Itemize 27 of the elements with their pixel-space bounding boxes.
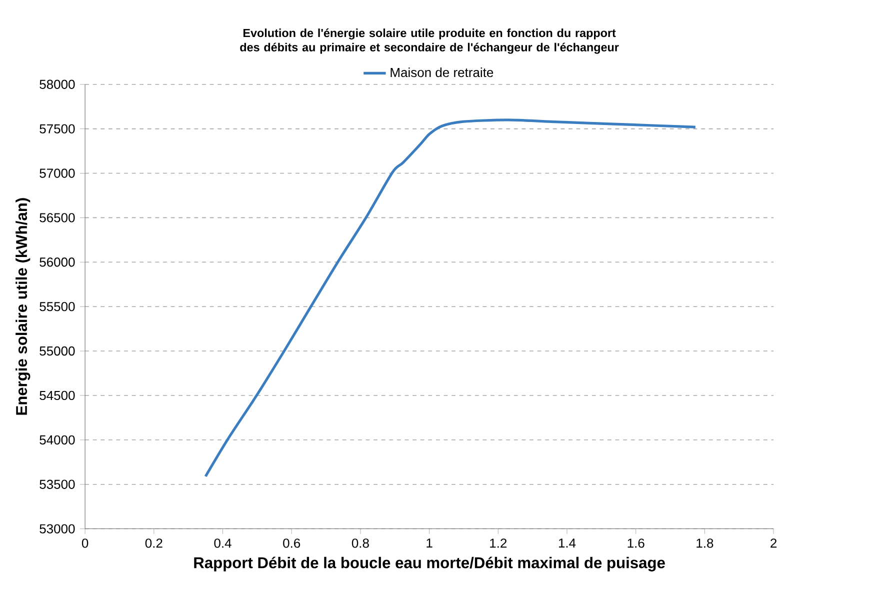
chart-title: Evolution de l'énergie solaire utile produite en fonction du rapport des débits au primaire et secondaire de l'échangeur de l'échangeur <box>240 28 619 54</box>
x-tick-label: 0 <box>82 538 88 548</box>
x-tick-label: 1.4 <box>558 538 576 548</box>
y-tick-label: 55000 <box>40 346 75 356</box>
x-tick-label: 2 <box>770 538 777 548</box>
y-tick-label: 55500 <box>40 302 75 312</box>
y-axis-title: Energie solaire utile (kWh/an) <box>16 198 30 415</box>
x-tick-label: 0.4 <box>214 538 232 548</box>
y-tick-label: 53000 <box>40 524 75 534</box>
x-axis-title: Rapport Débit de la boucle eau morte/Débit maximal de puisage <box>194 556 665 572</box>
y-tick-label: 57500 <box>40 124 75 134</box>
x-tick-label: 0.8 <box>352 538 369 548</box>
y-tick-label: 56500 <box>40 213 75 222</box>
y-tick-label: 53500 <box>40 480 75 490</box>
x-tick-label: 1.8 <box>696 538 714 548</box>
y-tick-label: 58000 <box>40 80 75 90</box>
legend-label: Maison de retraite <box>390 68 494 78</box>
x-tick-label: 1.6 <box>628 538 644 548</box>
y-tick-label: 57000 <box>40 168 75 178</box>
y-tick-label: 56000 <box>40 258 75 267</box>
x-tick-label: 0.2 <box>145 538 162 548</box>
y-tick-label: 54500 <box>40 390 75 400</box>
x-tick-label: 0.6 <box>283 538 300 548</box>
x-tick-label: 1.2 <box>490 538 507 548</box>
x-tick-label: 1 <box>426 538 432 548</box>
y-tick-label: 54000 <box>40 435 75 445</box>
line-series <box>204 118 697 478</box>
